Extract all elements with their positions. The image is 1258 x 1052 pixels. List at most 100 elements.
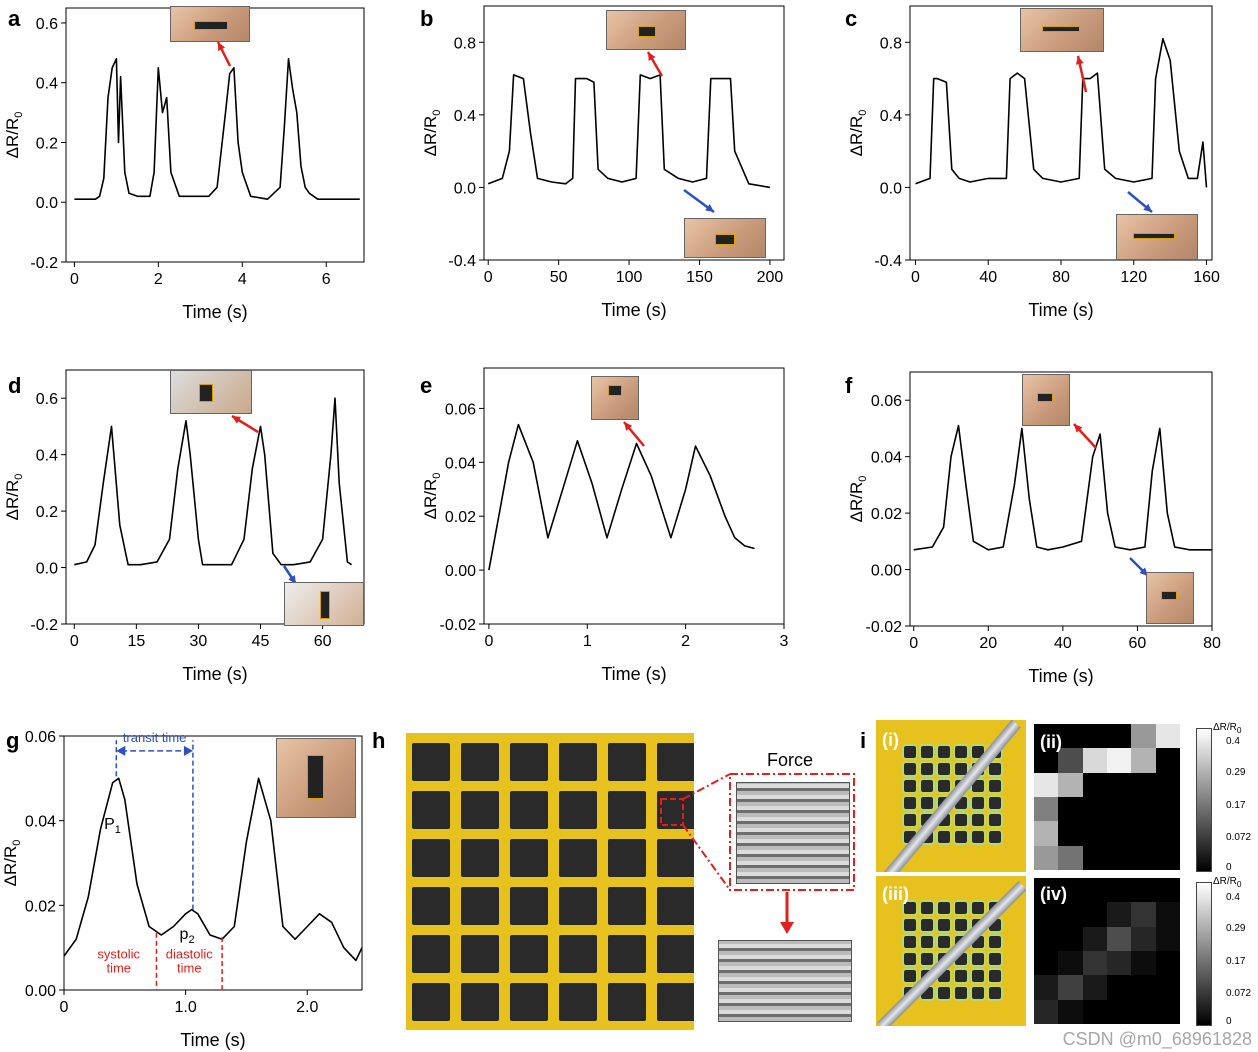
foam-cube-compressed [718, 940, 852, 1022]
heatmap-cell [1082, 724, 1107, 749]
sensor-band [1041, 25, 1081, 32]
inset-photo-d-bottom [284, 582, 364, 626]
x-tick-label: 1.0 [175, 999, 197, 1016]
x-tick-label: 0 [484, 269, 493, 286]
sensor-pixel [953, 917, 969, 933]
heatmap-cell [1107, 902, 1132, 927]
sensor-pixel [461, 743, 499, 781]
x-tick-label: 160 [1193, 269, 1220, 286]
sensor-photo-i [876, 720, 1026, 872]
x-tick-label: 0 [909, 635, 918, 652]
y-tick-label: 0.0 [880, 180, 902, 197]
y-tick-label: 0.4 [36, 448, 58, 465]
heatmap-cell [1131, 951, 1156, 976]
sensor-pixel [657, 743, 694, 781]
y-tick-label: 0.04 [871, 450, 902, 467]
y-tick-label: 0.4 [880, 108, 902, 125]
sensor-pixel [510, 839, 548, 877]
colorbar-tick: 0 [1226, 862, 1232, 873]
sensor-pixel [902, 917, 918, 933]
sensor-pixel [970, 985, 986, 1001]
inset-photo-c-bottom [1116, 214, 1198, 260]
heatmap-cell [1107, 926, 1132, 951]
series-line-b [487, 74, 771, 189]
heatmap-cell [1058, 902, 1083, 927]
x-tick-label: 40 [979, 269, 997, 286]
y-axis-label: ΔR/R0 [421, 473, 443, 520]
x-axis-label: Time (s) [601, 664, 666, 684]
diastolic-label-2: time [177, 960, 202, 975]
sensor-pixel [936, 934, 952, 950]
panel-label-g: g [6, 728, 20, 753]
colorbar-title-text: ΔR/R [1213, 876, 1237, 887]
x-axis-label: Time (s) [1028, 300, 1093, 320]
x-tick-label: 150 [686, 269, 713, 286]
sensor-pixel [902, 951, 918, 967]
sensor-band [1133, 232, 1175, 239]
red-arrow-a-head [218, 42, 226, 51]
sensor-band [715, 234, 735, 245]
sensor-pixel [953, 968, 969, 984]
inset-photo-f-top [1022, 374, 1070, 426]
x-tick-label: 0 [60, 999, 69, 1016]
systolic-label-2: time [106, 960, 131, 975]
plot-frame-e [483, 367, 785, 625]
heatmap-cell [1131, 748, 1156, 773]
sensor-pixel [987, 812, 1003, 828]
x-axis-label: Time (s) [182, 302, 247, 322]
y-tick-label: 0.00 [25, 983, 56, 1000]
tag-iii: (iii) [882, 884, 909, 904]
heatmap-cell [1082, 975, 1107, 1000]
heatmap-cell [1034, 797, 1059, 822]
sensor-pixel [657, 839, 694, 877]
plot-frame-g [63, 735, 363, 991]
y-tick-label: 0.8 [454, 35, 476, 52]
sensor-pixel [608, 935, 646, 973]
panel-label-c: c [845, 6, 858, 31]
x-tick-label: 30 [190, 633, 208, 650]
red-arrow-e-head [624, 422, 633, 431]
sensor-pixel [657, 887, 694, 925]
heatmap-cell [1058, 975, 1083, 1000]
sensor-band [608, 385, 622, 396]
sensor-pixel [461, 791, 499, 829]
sensor-pixel [936, 985, 952, 1001]
x-tick-label: 60 [1129, 635, 1147, 652]
heatmap-cell [1107, 951, 1132, 976]
x-tick-label: 60 [314, 633, 332, 650]
heatmap-cell [1155, 975, 1180, 1000]
sensor-pixel [919, 951, 935, 967]
tag-i: (i) [882, 730, 899, 750]
y-tick-label: -0.2 [30, 617, 58, 634]
sensor-pixel [936, 744, 952, 760]
sensor-pixel [987, 829, 1003, 845]
x-tick-label: 3 [780, 633, 789, 650]
x-tick-label: 2 [681, 633, 690, 650]
p1-label: P1 [104, 816, 121, 836]
inset-photo-b-top [606, 10, 686, 50]
panel-label-f: f [845, 373, 853, 398]
sensor-pixel [608, 887, 646, 925]
y-tick-label: 0.4 [454, 108, 476, 125]
sensor-pixel [461, 887, 499, 925]
sensor-pixel [987, 951, 1003, 967]
x-tick-label: 20 [979, 635, 997, 652]
y-tick-label: 0.0 [454, 180, 476, 197]
heatmap-cell [1131, 975, 1156, 1000]
heatmap-cell [1107, 878, 1132, 903]
sensor-pixel [970, 900, 986, 916]
heatmap-cell [1082, 772, 1107, 797]
x-tick-label: 2.0 [296, 999, 318, 1016]
red-arrow-d-head [232, 416, 241, 424]
heatmap-cell [1058, 951, 1083, 976]
heatmap-cell [1034, 821, 1059, 846]
x-axis-label: Time (s) [601, 300, 666, 320]
series-line-a [74, 58, 360, 200]
sensor-pixel [657, 983, 694, 1021]
heatmap-cell [1155, 772, 1180, 797]
red-arrow-f-head [1074, 424, 1083, 433]
panel-label-i: i [860, 728, 867, 753]
heatmap-cell [1034, 926, 1059, 951]
heatmap-cell [1034, 878, 1059, 903]
y-tick-label: -0.02 [440, 617, 477, 634]
